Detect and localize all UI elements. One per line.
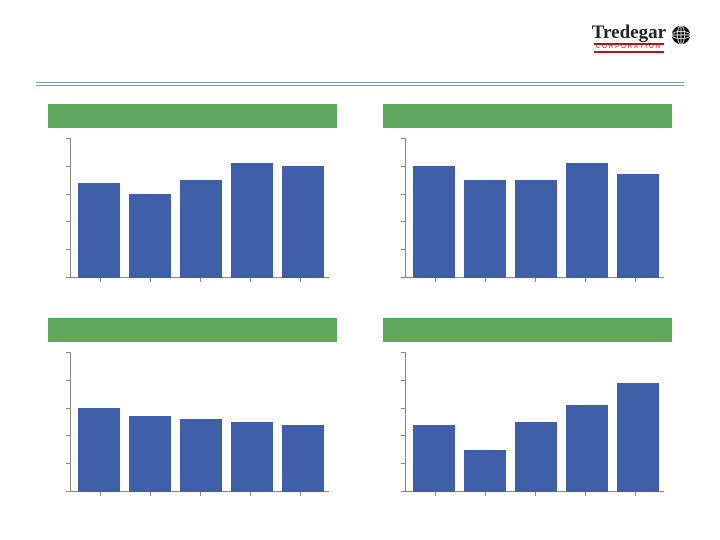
bar xyxy=(129,194,171,278)
x-tickmarks xyxy=(411,278,660,282)
chart-panel-top-left xyxy=(48,104,337,290)
x-tick xyxy=(100,278,101,282)
chart-area xyxy=(405,352,664,504)
y-axis xyxy=(405,352,406,492)
x-tick xyxy=(100,492,101,496)
x-tick xyxy=(435,492,436,496)
x-tick xyxy=(535,278,536,282)
bar xyxy=(231,163,273,278)
chart-panel-bottom-right xyxy=(383,318,672,504)
bar xyxy=(413,425,455,492)
chart-panel-top-right xyxy=(383,104,672,290)
bars-container xyxy=(411,352,660,492)
bars-container xyxy=(76,352,325,492)
bar xyxy=(78,408,120,492)
logo-text: Tredegar CORPORATION xyxy=(592,24,666,53)
chart-panel-bottom-left xyxy=(48,318,337,504)
bar xyxy=(617,174,659,278)
bar xyxy=(282,425,324,492)
panel-header xyxy=(383,318,672,342)
bars-container xyxy=(411,138,660,278)
bar xyxy=(78,183,120,278)
bar xyxy=(464,180,506,278)
x-tick xyxy=(300,492,301,496)
bar xyxy=(180,180,222,278)
x-tick xyxy=(585,492,586,496)
x-tick xyxy=(485,492,486,496)
x-tick xyxy=(200,492,201,496)
bar xyxy=(566,405,608,492)
panel-header xyxy=(383,104,672,128)
x-tick xyxy=(635,278,636,282)
x-tick xyxy=(300,278,301,282)
x-tickmarks xyxy=(76,278,325,282)
panel-header xyxy=(48,104,337,128)
x-tick xyxy=(585,278,586,282)
x-tick xyxy=(485,278,486,282)
bar xyxy=(464,450,506,492)
globe-icon xyxy=(670,24,692,46)
bar xyxy=(282,166,324,278)
chart-area xyxy=(405,138,664,290)
bar xyxy=(566,163,608,278)
x-tick xyxy=(150,278,151,282)
x-tickmarks xyxy=(76,492,325,496)
bars-container xyxy=(76,138,325,278)
x-tick xyxy=(635,492,636,496)
x-tick xyxy=(435,278,436,282)
x-tick xyxy=(200,278,201,282)
y-axis xyxy=(405,138,406,278)
bar xyxy=(515,180,557,278)
bar xyxy=(180,419,222,492)
bar xyxy=(129,416,171,492)
x-tick xyxy=(250,492,251,496)
x-tick xyxy=(150,492,151,496)
panel-header xyxy=(48,318,337,342)
x-tick xyxy=(535,492,536,496)
charts-grid xyxy=(48,104,672,504)
bar xyxy=(617,383,659,492)
chart-area xyxy=(70,138,329,290)
y-axis xyxy=(70,352,71,492)
bar xyxy=(515,422,557,492)
company-logo: Tredegar CORPORATION xyxy=(592,24,692,53)
y-axis xyxy=(70,138,71,278)
bar xyxy=(413,166,455,278)
logo-company-name: Tredegar xyxy=(592,24,666,42)
chart-area xyxy=(70,352,329,504)
x-tickmarks xyxy=(411,492,660,496)
bar xyxy=(231,422,273,492)
x-tick xyxy=(250,278,251,282)
header-divider xyxy=(36,82,684,86)
logo-subtitle: CORPORATION xyxy=(594,43,664,53)
